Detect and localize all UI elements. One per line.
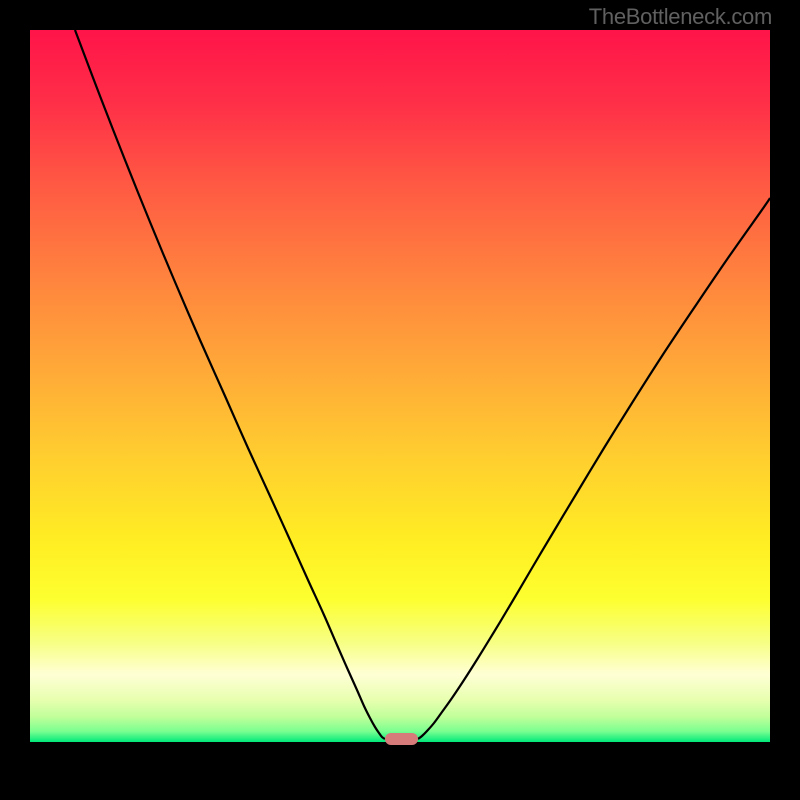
minimum-marker — [385, 733, 418, 745]
chart-container: TheBottleneck.com — [0, 0, 800, 800]
plot-area — [30, 30, 770, 742]
left-curve — [75, 30, 385, 739]
curve-layer — [30, 30, 770, 742]
watermark-text: TheBottleneck.com — [589, 4, 772, 30]
right-curve — [418, 198, 770, 739]
